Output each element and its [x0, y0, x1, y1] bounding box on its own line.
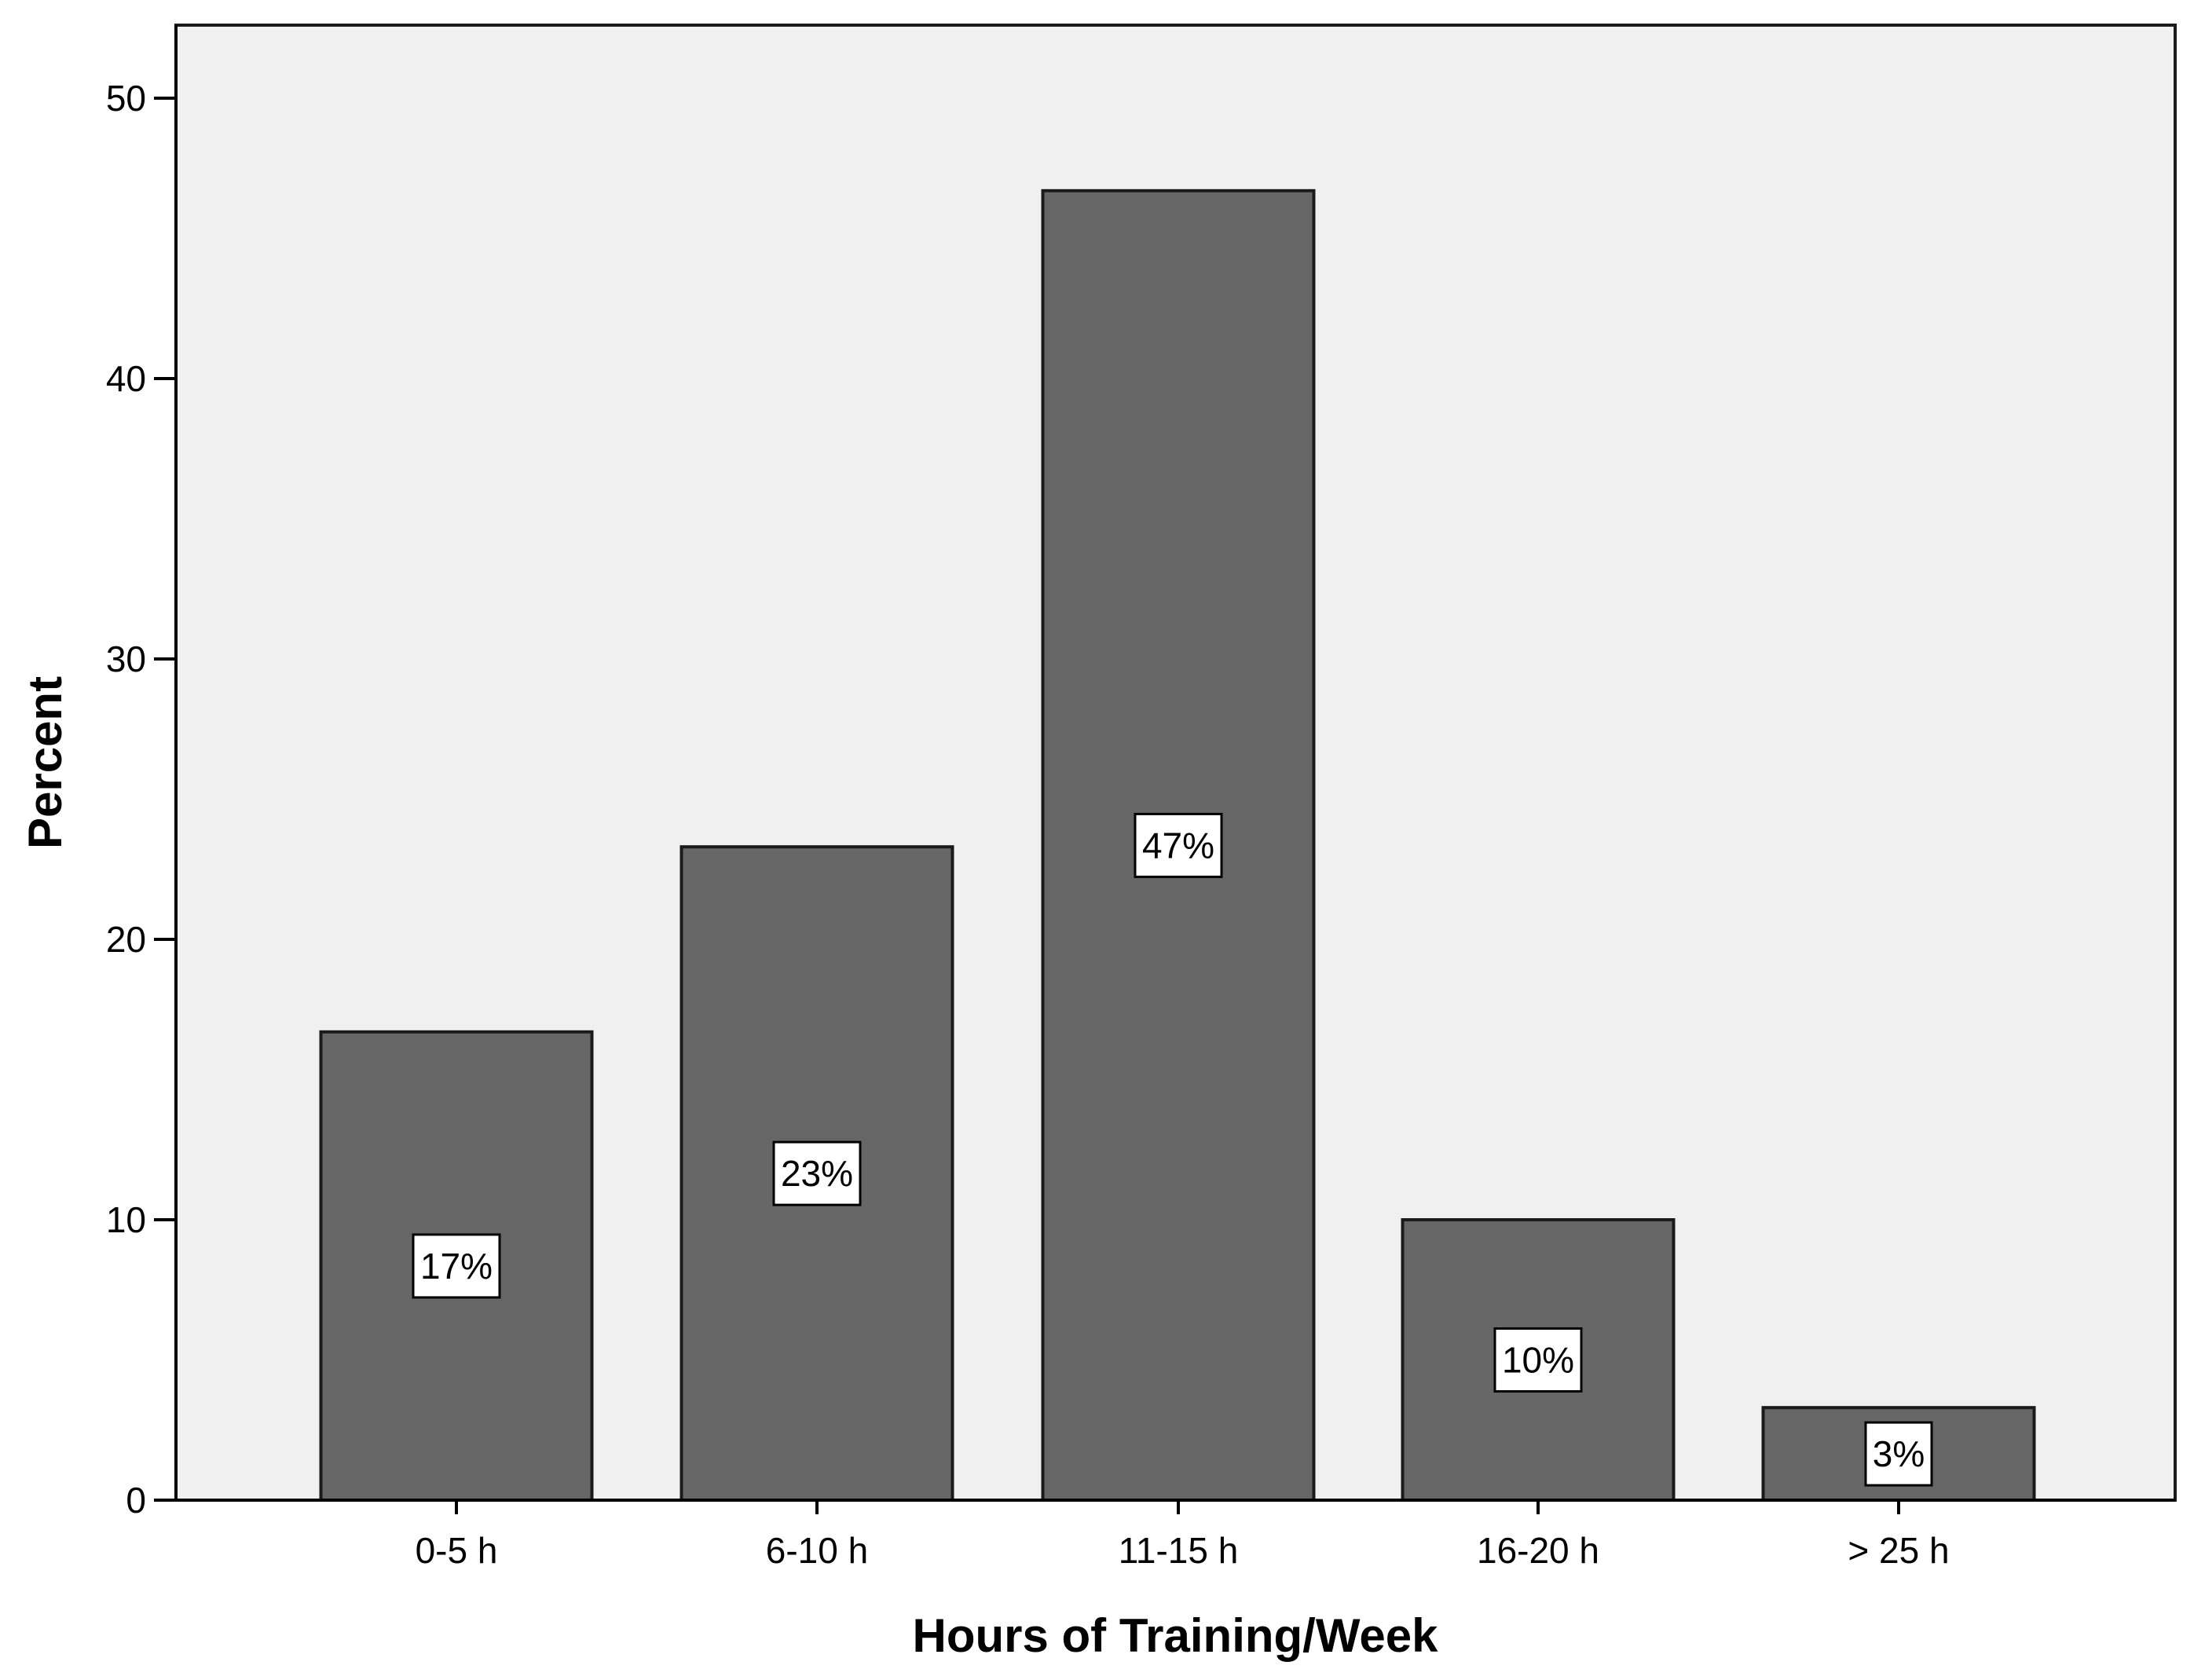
x-tick-label-1: 6-10 h	[766, 1530, 868, 1571]
y-axis-ticks: 0 10 20 30 40 50	[106, 78, 176, 1521]
x-tick-label-3: 16-20 h	[1477, 1530, 1599, 1571]
y-tick-label-5: 50	[106, 78, 146, 119]
data-label-box-2	[1134, 812, 1223, 878]
x-axis-title: Hours of Training/Week	[913, 1609, 1439, 1662]
x-tick-label-4: > 25 h	[1848, 1530, 1949, 1571]
y-tick-label-2: 20	[106, 919, 146, 960]
y-tick-label-1: 10	[106, 1199, 146, 1240]
x-axis-ticks: 0-5 h 6-10 h 11-15 h 16-20 h > 25 h	[416, 1500, 1950, 1571]
data-label-1: 23%	[781, 1153, 853, 1194]
data-label-4: 3%	[1873, 1433, 1925, 1474]
data-labels-layer: 17% 23% 47% 10% 3%	[412, 812, 1933, 1487]
data-label-box-1	[772, 1140, 862, 1206]
data-label-box-3	[1493, 1327, 1583, 1393]
x-tick-label-2: 11-15 h	[1119, 1530, 1239, 1571]
data-label-box-0	[412, 1233, 501, 1299]
y-axis-title: Percent	[19, 676, 71, 849]
data-label-3: 10%	[1502, 1340, 1574, 1381]
data-label-box-4	[1864, 1421, 1933, 1487]
data-label-2: 47%	[1142, 825, 1214, 866]
y-tick-label-4: 40	[106, 358, 146, 399]
y-tick-label-3: 30	[106, 639, 146, 679]
y-tick-label-0: 0	[126, 1480, 146, 1521]
data-label-0: 17%	[420, 1246, 493, 1287]
x-tick-label-0: 0-5 h	[416, 1530, 498, 1571]
